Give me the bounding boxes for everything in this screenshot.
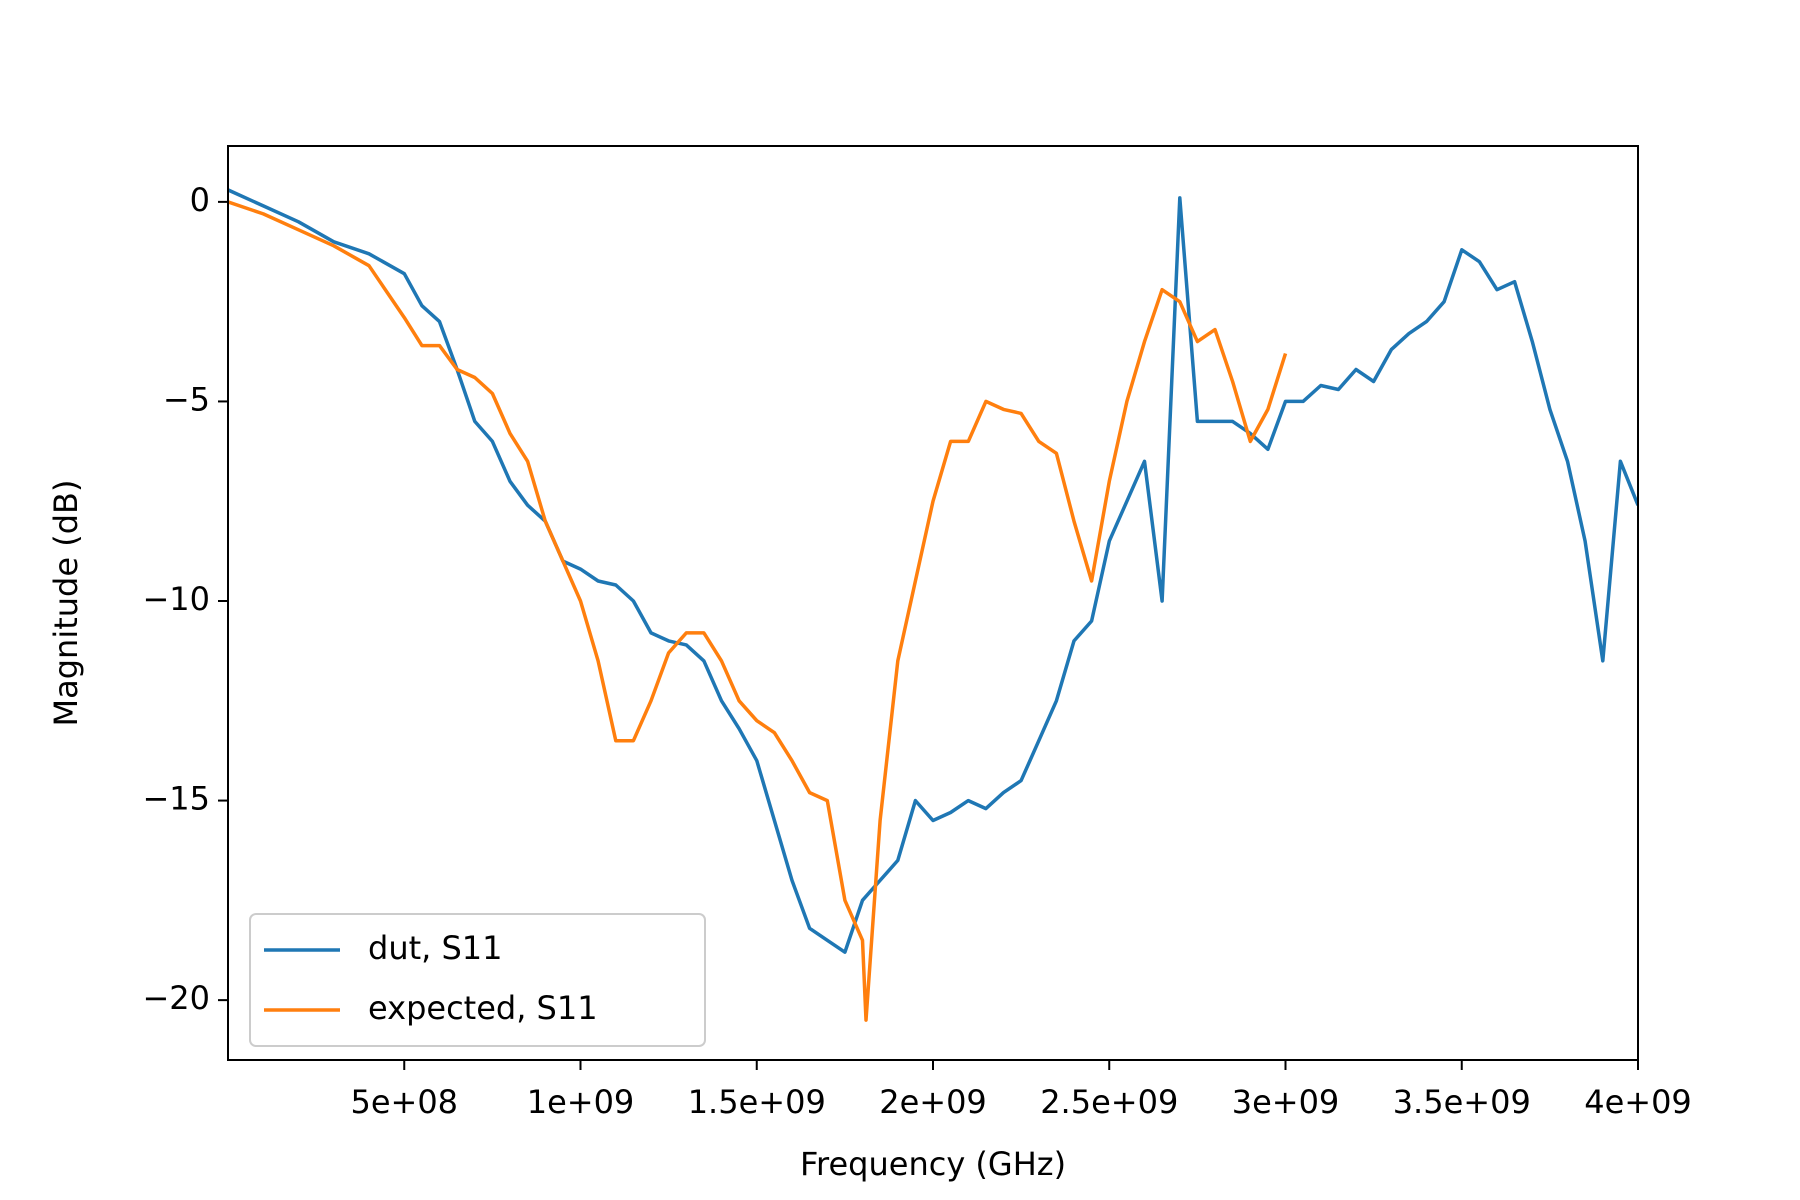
legend-label: expected, S11 — [368, 989, 598, 1027]
x-axis-label: Frequency (GHz) — [800, 1145, 1066, 1183]
legend-box — [249, 913, 706, 1047]
y-tick-label: −20 — [142, 979, 210, 1017]
legend-label: dut, S11 — [368, 929, 503, 967]
y-tick-label: −15 — [142, 780, 210, 818]
x-tick-label: 1.5e+09 — [688, 1083, 826, 1121]
x-tick-label: 3.5e+09 — [1393, 1083, 1531, 1121]
plot-frame — [227, 145, 1639, 1061]
x-tick-label: 2.5e+09 — [1040, 1083, 1178, 1121]
y-tick-label: −5 — [163, 380, 210, 418]
x-tick-label: 5e+08 — [350, 1083, 458, 1121]
x-tick-label: 3e+09 — [1232, 1083, 1340, 1121]
x-tick-label: 2e+09 — [879, 1083, 987, 1121]
data-line — [228, 188, 1638, 954]
y-tick-label: 0 — [190, 181, 210, 219]
y-axis-label: Magnitude (dB) — [47, 480, 85, 727]
data-line — [228, 200, 1288, 1022]
x-tick-label: 1e+09 — [527, 1083, 635, 1121]
y-tick-label: −10 — [142, 580, 210, 618]
x-tick-label: 4e+09 — [1584, 1083, 1692, 1121]
